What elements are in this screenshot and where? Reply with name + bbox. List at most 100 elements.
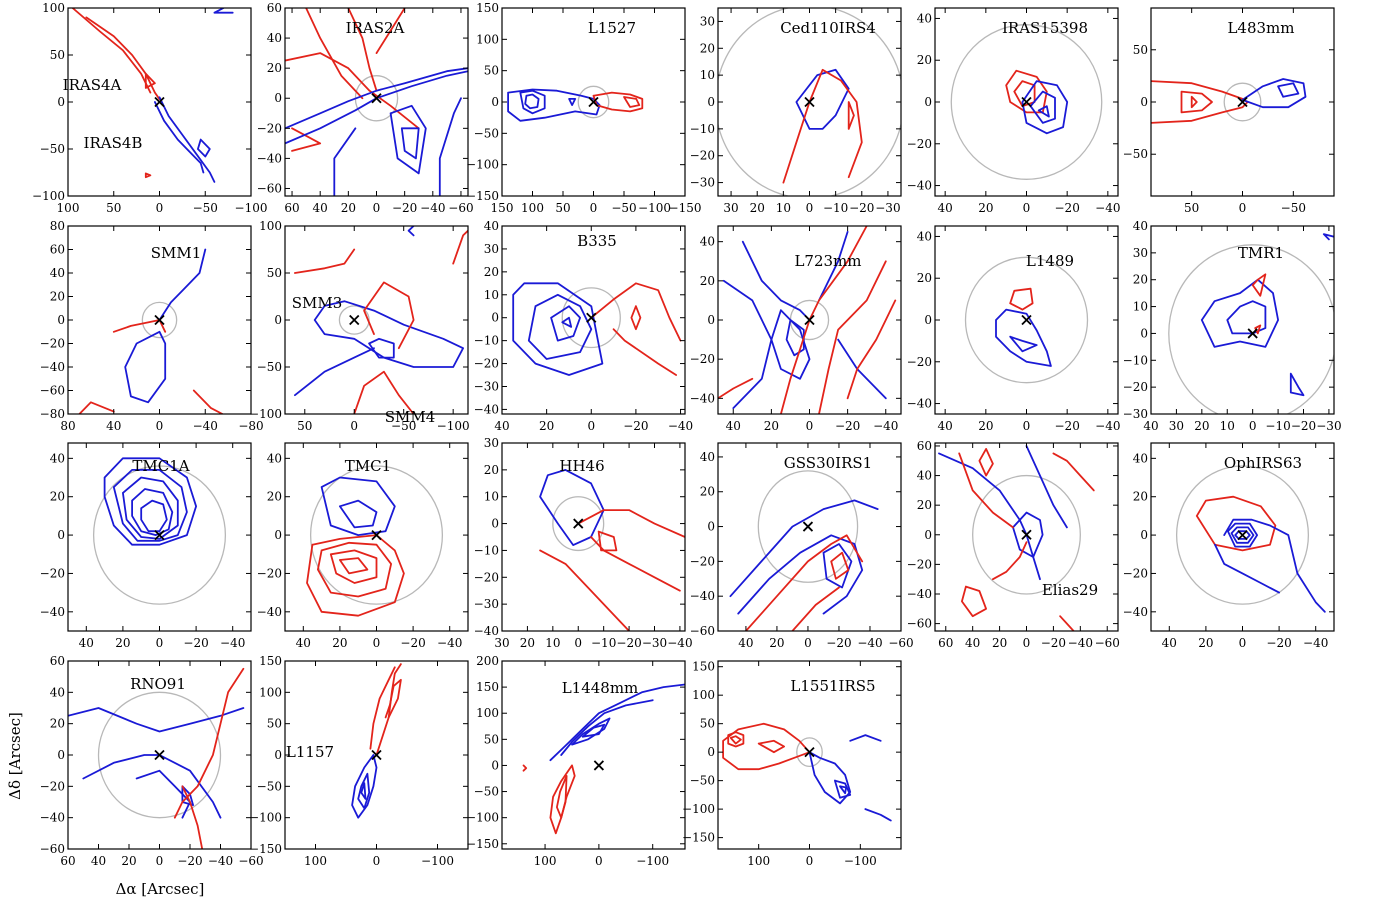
red-lobe-contour — [722, 722, 811, 771]
blue-lobe-contour — [1029, 90, 1056, 124]
red-lobe-contour — [577, 509, 685, 538]
red-lobe-contour — [347, 8, 378, 92]
plot-area — [294, 226, 468, 414]
panel-frame — [501, 442, 686, 632]
y-tick-label: 20 — [700, 485, 715, 499]
y-tick-label: 40 — [917, 11, 932, 25]
panel-label: L723mm — [794, 252, 861, 270]
x-tick-label: −20 — [1055, 419, 1080, 433]
y-tick-label: 20 — [50, 290, 65, 304]
y-tick-label: 100 — [476, 32, 499, 46]
x-tick-label: 30 — [1169, 419, 1184, 433]
blue-lobe-contour — [351, 754, 378, 819]
x-tick-label: −40 — [667, 636, 692, 650]
source-marker — [154, 96, 165, 108]
x-tick-label: −20 — [835, 419, 860, 433]
panel-label: RNO91 — [130, 675, 186, 693]
x-tick-label: −40 — [220, 636, 245, 650]
x-tick-label: 60 — [284, 201, 299, 215]
y-tick-label: −50 — [40, 142, 65, 156]
panel-label: IRAS4A — [63, 76, 122, 94]
x-tick-label: 10 — [776, 201, 791, 215]
x-tick-label: 20 — [992, 636, 1007, 650]
blue-lobe-contour — [864, 808, 892, 822]
y-tick-label: −60 — [40, 384, 65, 398]
x-tick-label: 60 — [60, 854, 75, 868]
panel-label: GSS30IRS1 — [784, 454, 872, 472]
red-lobe-contour — [306, 534, 405, 617]
blue-lobe-contour — [837, 338, 887, 400]
x-tick-label: −40 — [1303, 636, 1328, 650]
y-tick-label: 30 — [484, 242, 499, 256]
red-lobe-contour — [144, 72, 156, 89]
blue-lobe-contour — [368, 337, 395, 359]
blue-lobe-contour — [1200, 278, 1279, 348]
panel-ophirs63: 40 20 0 −20 −40 40 20 0 −20 −40 OphIRS63 — [1123, 442, 1335, 650]
y-tick-label: 150 — [476, 1, 499, 15]
red-lobe-contour — [846, 299, 897, 400]
x-tick-label: 60 — [938, 636, 953, 650]
blue-lobe-contour — [770, 309, 811, 380]
x-tick-label: −20 — [616, 636, 641, 650]
y-tick-label: −50 — [257, 360, 282, 374]
x-tick-label: 50 — [1184, 201, 1199, 215]
red-lobe-contour — [1059, 615, 1075, 631]
source-marker — [802, 521, 814, 532]
panel-label: L1448mm — [562, 679, 639, 697]
x-tick-label: 20 — [115, 636, 130, 650]
red-lobe-contour — [757, 739, 785, 754]
y-tick-label: −60 — [690, 624, 715, 638]
plot-area — [938, 445, 1095, 631]
blue-lobe-contour — [818, 231, 849, 302]
y-tick-label: 20 — [267, 61, 282, 75]
x-tick-label: −40 — [873, 419, 898, 433]
x-tick-label: 0 — [156, 201, 164, 215]
x-tick-label: −20 — [177, 854, 202, 868]
x-tick-label: 0 — [1023, 419, 1031, 433]
source-marker — [586, 312, 597, 323]
y-tick-label: −20 — [474, 570, 499, 584]
x-tick-label: 0 — [806, 854, 814, 868]
x-tick-label: −10 — [1265, 419, 1290, 433]
beam-circle — [796, 737, 823, 768]
beam-circle — [1223, 82, 1262, 122]
y-tick-label: 50 — [700, 717, 715, 731]
x-tick-label: −20 — [1041, 636, 1066, 650]
beam-circle — [561, 287, 621, 349]
x-tick-label: 0 — [1239, 636, 1247, 650]
panel-gss30irs1: 40 20 0 −20 −40 −60 40 20 0 −20 −40 −60 GSS30IRS1 — [690, 442, 914, 650]
panel-label: Ced110IRS4 — [780, 19, 876, 37]
red-lobe-contour — [782, 68, 863, 184]
y-tick-label: 0 — [707, 745, 715, 759]
y-tick-label: −10 — [474, 543, 499, 557]
blue-lobe-contour — [737, 534, 864, 615]
x-tick-label: 0 — [595, 854, 603, 868]
red-lobe-contour — [317, 541, 392, 598]
x-tick-label: 40 — [79, 636, 94, 650]
x-tick-label: 0 — [373, 636, 381, 650]
panel-l1448mm: 100 0 −100 200 150 100 50 0 −50 −100 −150 L1448mm — [466, 654, 686, 868]
y-tick-label: 0 — [491, 311, 499, 325]
y-tick-label: −50 — [474, 785, 499, 799]
y-tick-label: −100 — [466, 811, 499, 825]
y-tick-label: −30 — [690, 176, 715, 190]
x-axis-label: Δα [Arcsec] — [116, 880, 205, 898]
y-tick-label: 20 — [50, 490, 65, 504]
x-tick-label: 0 — [373, 201, 381, 215]
x-tick-label: 0 — [806, 201, 814, 215]
x-tick-label: 50 — [106, 201, 121, 215]
x-tick-label: 150 — [491, 201, 514, 215]
x-tick-label: −80 — [238, 419, 263, 433]
blue-lobe-contour — [285, 67, 468, 130]
x-tick-label: 0 — [806, 419, 814, 433]
source-marker — [1021, 529, 1032, 540]
x-tick-label: 0 — [156, 854, 164, 868]
panel-label: IRAS2A — [346, 19, 405, 37]
x-tick-label: −60 — [888, 636, 913, 650]
y-tick-label: 20 — [1133, 490, 1148, 504]
y-tick-label: 10 — [700, 68, 715, 82]
plot-area — [78, 248, 224, 414]
blue-lobe-contour — [571, 717, 611, 746]
source-marker — [1247, 328, 1258, 339]
